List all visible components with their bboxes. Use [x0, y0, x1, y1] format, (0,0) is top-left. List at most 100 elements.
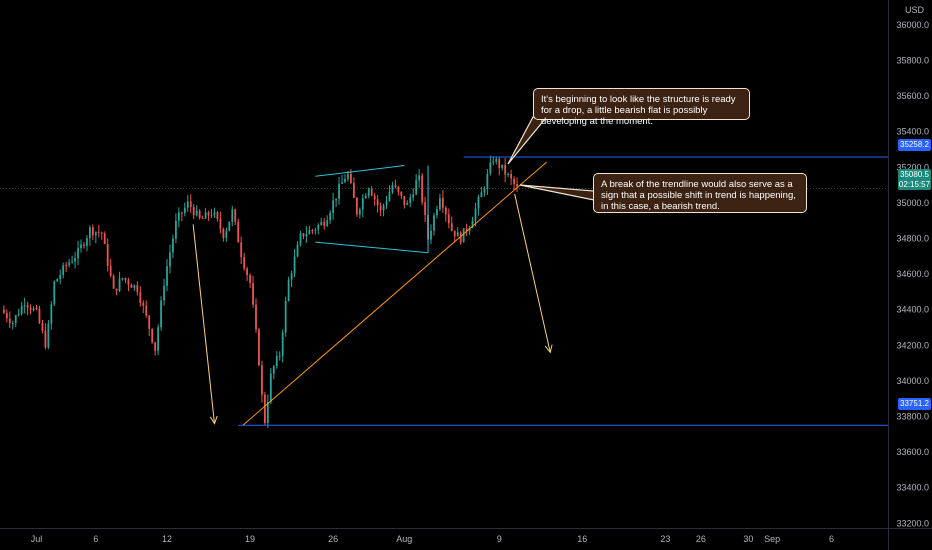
annotation-bearish-flat[interactable]: It's beginning to look like the structur… [533, 88, 750, 127]
candle-body [370, 188, 373, 196]
price-tick-label-partial: 36000.0 [896, 20, 929, 30]
candle-body [373, 195, 376, 200]
channel-lower-line [315, 241, 429, 254]
channel-upper-line [315, 165, 405, 177]
candle-body [498, 159, 501, 168]
candle-body [252, 283, 254, 305]
price-tick-label: 33600.0 [896, 447, 929, 457]
support-price-value: 33751.2 [900, 399, 929, 408]
down-arrow-projection-head [544, 344, 553, 354]
candle-body [400, 191, 403, 196]
candle-body [142, 302, 145, 306]
candle-body [480, 192, 483, 198]
candle-body [195, 210, 198, 216]
candle-body [510, 174, 512, 179]
candle-body [8, 318, 11, 324]
currency-label: USD [905, 5, 925, 15]
candle-body [74, 258, 76, 262]
candle-body [249, 274, 251, 284]
candle-body [486, 173, 489, 189]
candle-body [453, 230, 456, 237]
candle-body [136, 285, 139, 293]
candle-body [418, 175, 421, 181]
time-tick-label: 23 [660, 534, 670, 544]
candle-body [296, 244, 299, 257]
candle-body [284, 300, 287, 333]
candle-body [97, 231, 100, 233]
candle-body [489, 162, 492, 174]
candle-body [447, 214, 450, 224]
time-tick-label: 19 [245, 534, 255, 544]
candle-body [492, 161, 495, 163]
candle-body [317, 224, 320, 230]
candle-body [358, 209, 361, 215]
time-tick-label: 12 [162, 534, 172, 544]
candle-body [177, 212, 180, 221]
candle-body [391, 185, 394, 193]
candle-body [11, 323, 14, 325]
candle-body [385, 200, 388, 206]
resistance-price-value: 35258.2 [900, 140, 929, 149]
candle-body [183, 207, 186, 214]
candle-body [106, 243, 109, 266]
candle-body [474, 208, 477, 221]
candle-body [5, 312, 8, 319]
candle-body [352, 182, 355, 198]
time-tick-label: 9 [497, 534, 502, 544]
candle-body [204, 212, 207, 219]
candle-body [376, 199, 379, 206]
candle-body [471, 220, 474, 229]
candle-body [169, 252, 171, 267]
price-tick-label: 35000.0 [896, 198, 929, 208]
candle-body [278, 355, 281, 357]
candle-body [237, 221, 240, 243]
candle-body [198, 210, 201, 219]
candle-body [163, 285, 165, 301]
time-tick-label: 30 [743, 534, 753, 544]
candle-body [121, 278, 124, 280]
candle-body [231, 209, 234, 222]
candle-body [216, 212, 219, 219]
price-tick-label: 34800.0 [896, 234, 929, 244]
price-tick-label: 35800.0 [896, 56, 929, 66]
candle-body [109, 265, 112, 276]
candle-body [243, 257, 246, 269]
candle-body [83, 244, 85, 246]
candle-body [293, 256, 296, 274]
candle-body [246, 268, 249, 275]
bar-countdown: 02:15:57 [898, 180, 931, 189]
candle-body [68, 262, 71, 266]
candle-body [261, 365, 263, 395]
price-tick-label: 33800.0 [896, 412, 929, 422]
candle-body [406, 202, 409, 206]
candle-body [77, 248, 79, 259]
annotation-trendline-break-text: A break of the trendline would also serv… [601, 179, 796, 212]
time-tick-label: 6 [93, 534, 98, 544]
price-axis[interactable]: 35800.0 35600.0 35400.0 35200.0 35000.0 34800… [896, 20, 929, 528]
price-tick-label: 34600.0 [896, 269, 929, 279]
candle-body [71, 261, 73, 263]
candle-body [17, 314, 20, 316]
candle-body [468, 228, 471, 232]
time-tick-label: Aug [396, 534, 412, 544]
candle-body [38, 308, 41, 323]
candle-body [172, 238, 174, 253]
candle-body [189, 201, 192, 208]
annotation-trendline-break[interactable]: A break of the trendline would also serv… [593, 173, 807, 213]
candle-body [50, 304, 53, 324]
candle-body [255, 304, 257, 330]
candle-body [302, 233, 305, 237]
candle-body [409, 197, 412, 203]
candle-body [266, 401, 269, 423]
candle-body [439, 198, 441, 210]
candle-body [507, 174, 510, 176]
candle-body [228, 221, 231, 231]
candle-body [14, 315, 17, 324]
time-tick-label: 16 [577, 534, 587, 544]
candle-body [53, 281, 56, 305]
candle-body [355, 197, 358, 215]
time-axis[interactable]: Jul 6 12 19 26 Aug 9 16 23 26 30 Sep 6 [31, 534, 834, 544]
candle-body [415, 180, 418, 195]
candle-body [272, 366, 275, 374]
